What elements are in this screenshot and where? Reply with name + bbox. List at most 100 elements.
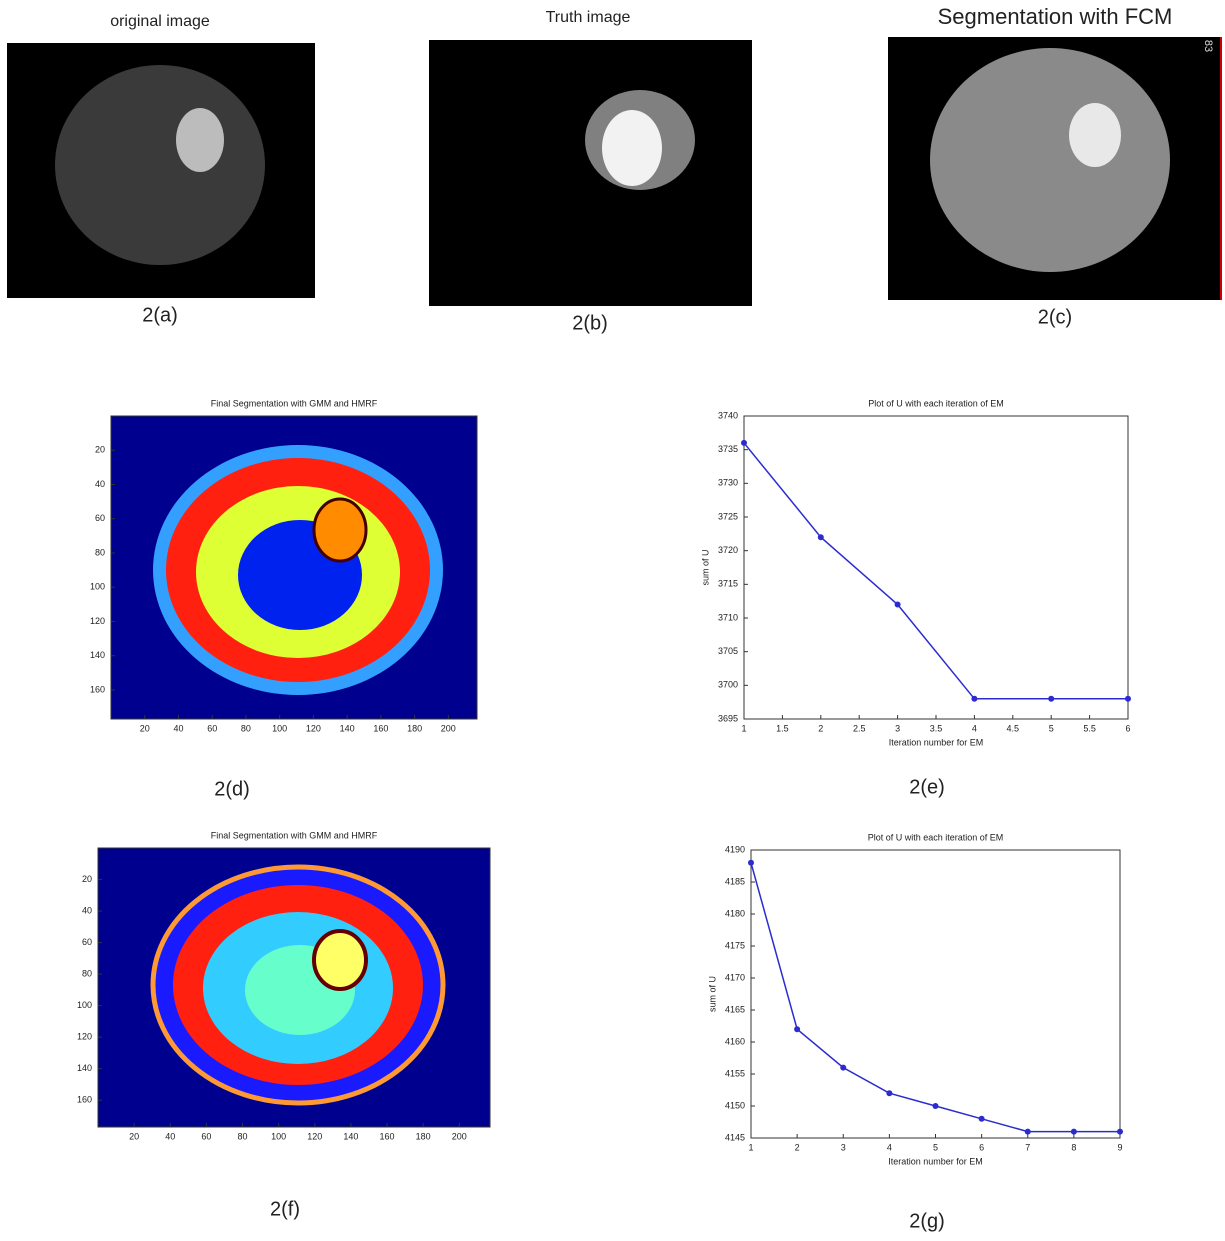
y-tick-label: 4155 (725, 1068, 745, 1078)
x-tick-label: 200 (441, 723, 456, 733)
y-tick-label: 4175 (725, 940, 745, 950)
y-tick-label: 4180 (725, 908, 745, 918)
seg-tumor (314, 931, 366, 989)
x-tick-label: 60 (201, 1131, 211, 1141)
y-tick-label: 160 (77, 1095, 92, 1105)
x-tick-label: 1 (741, 723, 746, 733)
x-tick-label: 160 (373, 723, 388, 733)
y-axis-label: sum of U (700, 549, 710, 585)
data-point (748, 860, 754, 866)
panel-caption: 2(c) (1038, 306, 1072, 328)
panel-caption: 2(f) (270, 1198, 300, 1220)
x-tick-label: 7 (1025, 1142, 1030, 1152)
image-background (429, 40, 752, 306)
x-tick-label: 4.5 (1007, 723, 1020, 733)
data-point (741, 440, 747, 446)
panel-caption: 2(g) (909, 1210, 945, 1232)
axes-frame (744, 416, 1128, 719)
axes-title: Final Segmentation with GMM and HMRF (211, 830, 378, 840)
x-tick-label: 180 (416, 1131, 431, 1141)
y-tick-label: 4190 (725, 844, 745, 854)
y-tick-label: 3705 (718, 646, 738, 656)
x-tick-label: 6 (979, 1142, 984, 1152)
x-tick-label: 40 (165, 1131, 175, 1141)
axes-title: Plot of U with each iteration of EM (868, 832, 1004, 842)
y-tick-label: 3720 (718, 545, 738, 555)
data-line (751, 863, 1120, 1132)
data-point (794, 1026, 800, 1032)
x-tick-label: 140 (343, 1131, 358, 1141)
y-tick-label: 4170 (725, 972, 745, 982)
data-point (971, 696, 977, 702)
x-axis-label: Iteration number for EM (889, 737, 984, 747)
panel-title: original image (110, 13, 210, 30)
x-tick-label: 5.5 (1083, 723, 1096, 733)
panel-caption: 2(d) (214, 778, 250, 800)
panel-caption: 2(b) (572, 312, 608, 334)
data-point (886, 1090, 892, 1096)
side-label: 83 (1202, 40, 1214, 52)
y-tick-label: 100 (90, 582, 105, 592)
x-tick-label: 2.5 (853, 723, 866, 733)
x-tick-label: 100 (272, 723, 287, 733)
tumor (602, 110, 662, 186)
x-tick-label: 200 (452, 1131, 467, 1141)
x-tick-label: 2 (818, 723, 823, 733)
y-tick-label: 160 (90, 684, 105, 694)
data-point (933, 1103, 939, 1109)
brain (55, 65, 265, 265)
x-tick-label: 1.5 (776, 723, 789, 733)
x-axis-label: Iteration number for EM (888, 1156, 983, 1166)
y-tick-label: 20 (82, 874, 92, 884)
x-tick-label: 3.5 (930, 723, 943, 733)
figure: original image 2(a) Truth image 2(b) Seg… (0, 0, 1225, 1241)
y-tick-label: 120 (90, 616, 105, 626)
y-tick-label: 40 (95, 479, 105, 489)
axes-title: Plot of U with each iteration of EM (868, 398, 1004, 408)
tumor (1069, 103, 1121, 167)
y-tick-label: 140 (77, 1063, 92, 1073)
x-tick-label: 6 (1125, 723, 1130, 733)
data-point (840, 1065, 846, 1071)
data-point (1071, 1129, 1077, 1135)
panel-caption: 2(e) (909, 776, 945, 798)
y-tick-label: 20 (95, 445, 105, 455)
panel-title: Segmentation with FCM (938, 4, 1173, 29)
y-tick-label: 4150 (725, 1100, 745, 1110)
y-tick-label: 100 (77, 1000, 92, 1010)
seg-tumor (314, 499, 366, 561)
y-tick-label: 4185 (725, 876, 745, 886)
x-tick-label: 3 (895, 723, 900, 733)
y-tick-label: 40 (82, 905, 92, 915)
x-tick-label: 1 (748, 1142, 753, 1152)
data-point (1117, 1129, 1123, 1135)
y-tick-label: 3695 (718, 713, 738, 723)
y-axis-label: sum of U (707, 976, 717, 1012)
data-point (818, 534, 824, 540)
y-tick-label: 3710 (718, 612, 738, 622)
y-tick-label: 3730 (718, 478, 738, 488)
x-tick-label: 80 (238, 1131, 248, 1141)
y-tick-label: 80 (82, 968, 92, 978)
x-tick-label: 140 (340, 723, 355, 733)
x-tick-label: 9 (1117, 1142, 1122, 1152)
x-tick-label: 120 (307, 1131, 322, 1141)
panel-title: Truth image (546, 9, 631, 26)
y-tick-label: 60 (95, 513, 105, 523)
y-tick-label: 80 (95, 547, 105, 557)
y-tick-label: 3715 (718, 579, 738, 589)
x-tick-label: 60 (207, 723, 217, 733)
x-tick-label: 5 (933, 1142, 938, 1152)
data-point (1025, 1129, 1031, 1135)
x-tick-label: 180 (407, 723, 422, 733)
y-tick-label: 4165 (725, 1004, 745, 1014)
tumor (176, 108, 224, 172)
x-tick-label: 100 (271, 1131, 286, 1141)
x-tick-label: 20 (129, 1131, 139, 1141)
x-tick-label: 5 (1049, 723, 1054, 733)
y-tick-label: 3725 (718, 511, 738, 521)
x-tick-label: 2 (795, 1142, 800, 1152)
x-tick-label: 160 (380, 1131, 395, 1141)
axes-title: Final Segmentation with GMM and HMRF (211, 398, 378, 408)
brain (930, 48, 1170, 272)
